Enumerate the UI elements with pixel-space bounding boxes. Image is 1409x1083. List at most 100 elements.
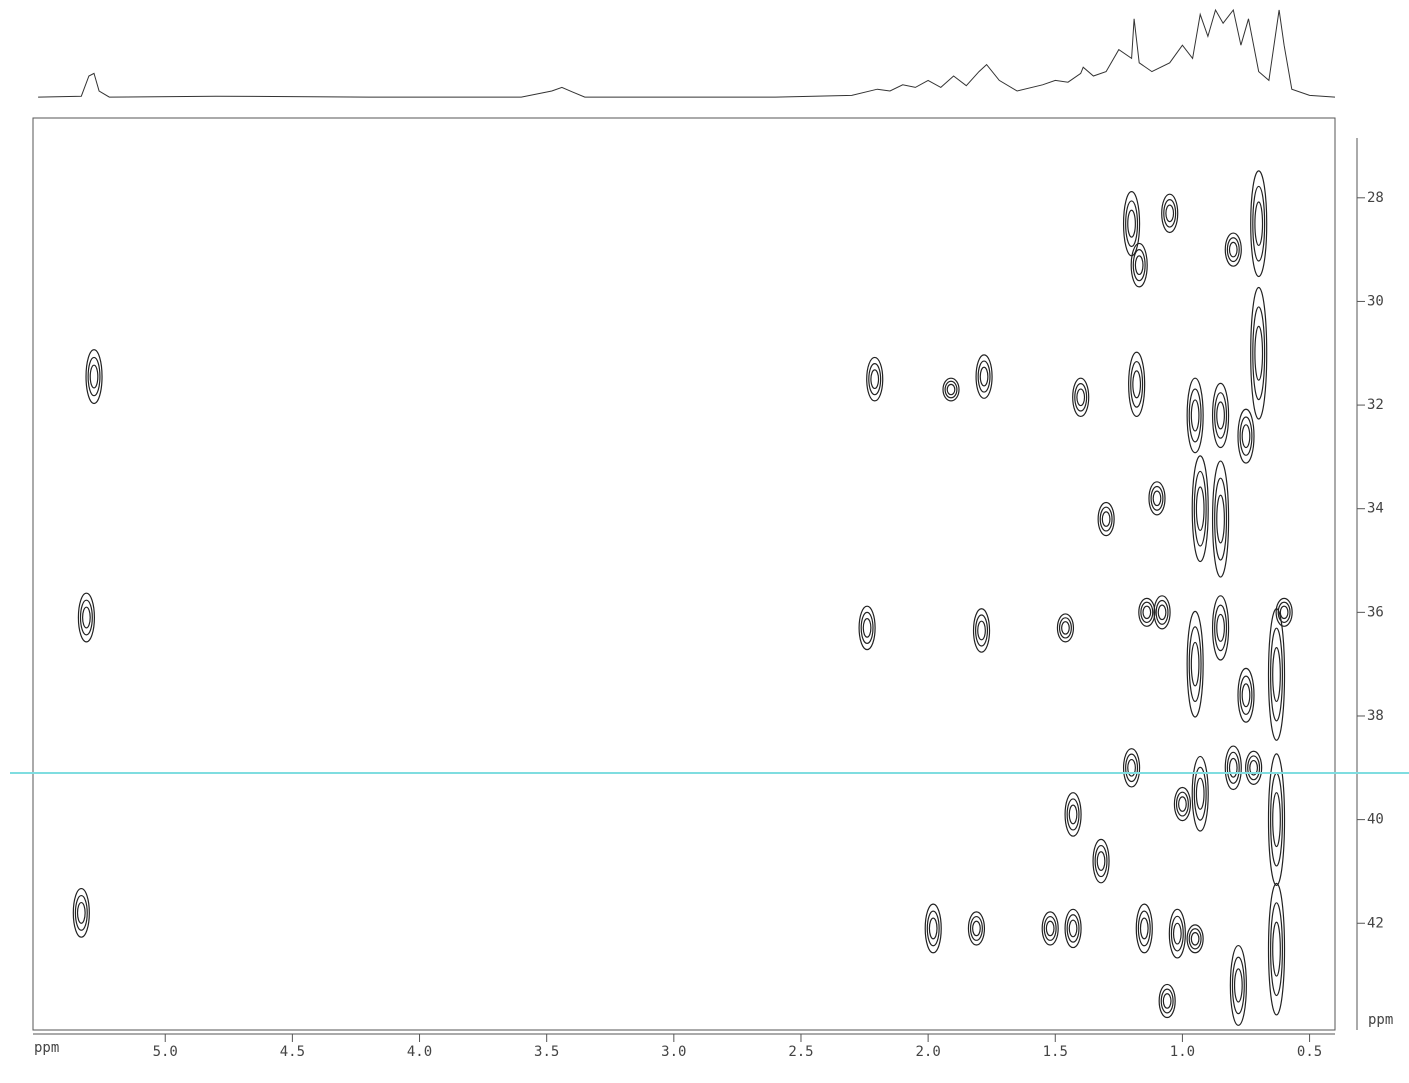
contour-level	[1101, 511, 1111, 527]
projection-trace	[38, 8, 1336, 98]
y-tick-label: 30	[1367, 293, 1384, 309]
contour-level	[76, 901, 86, 924]
contour-level	[1125, 753, 1139, 783]
contour-level	[1165, 204, 1175, 223]
contour-level	[1188, 928, 1202, 950]
contour-level	[926, 910, 940, 947]
contour-level	[1122, 748, 1141, 788]
contour-level	[1186, 377, 1204, 454]
cross-peak	[1245, 750, 1263, 785]
contour-level	[928, 917, 938, 940]
contour-level	[1229, 944, 1247, 1026]
cross-peak	[1056, 613, 1075, 643]
contour-level	[1132, 249, 1146, 282]
cross-peak	[1267, 608, 1286, 741]
contour-level	[977, 620, 986, 641]
cross-peak	[1191, 455, 1209, 563]
cross-peak	[1168, 908, 1186, 959]
x-tick-label: 2.0	[915, 1044, 940, 1060]
cross-peak	[1130, 242, 1148, 288]
contour-level	[1245, 750, 1263, 785]
contour-level	[1168, 908, 1186, 959]
x-axis-label: ppm	[34, 1040, 59, 1056]
cross-peak	[72, 887, 90, 938]
contour-level	[1211, 382, 1230, 449]
contour-level	[1161, 193, 1179, 234]
contour-level	[72, 887, 90, 938]
contour-level	[85, 349, 103, 405]
cross-peak	[972, 608, 991, 653]
contour-level	[1239, 675, 1253, 715]
contour-level	[1096, 851, 1106, 871]
cross-peak	[1158, 983, 1176, 1019]
cross-peak	[1211, 460, 1230, 578]
contour-level	[1250, 286, 1268, 420]
contour-level	[1226, 237, 1240, 263]
y-tick-label: 36	[1367, 604, 1384, 620]
contour-level	[1275, 597, 1293, 627]
contour-level	[924, 903, 942, 954]
contour-level	[87, 356, 101, 397]
contour-level	[1186, 610, 1204, 718]
contour-level	[1211, 460, 1230, 578]
cross-peak	[967, 911, 986, 946]
contour-level	[1224, 232, 1242, 267]
contour-level	[1150, 485, 1164, 511]
contour-level	[1247, 755, 1261, 781]
x-tick-label: 4.5	[280, 1044, 305, 1060]
contour-level	[1188, 626, 1202, 703]
cross-peak	[1122, 748, 1141, 788]
contour-level	[1175, 791, 1189, 817]
contour-level	[1239, 416, 1253, 456]
cross-peak	[924, 903, 942, 954]
contour-level	[860, 611, 874, 645]
contour-level	[969, 915, 983, 941]
contour-level	[1270, 902, 1284, 997]
cross-peak	[1186, 610, 1204, 718]
contour-level	[977, 360, 991, 393]
contour-level	[1214, 477, 1228, 561]
contour-level	[967, 911, 986, 946]
contour-level	[1250, 170, 1268, 278]
contour-level	[1254, 325, 1264, 381]
contour-level	[1094, 844, 1108, 878]
contour-level	[1270, 627, 1284, 722]
contour-level	[1127, 209, 1136, 238]
cross-peak	[1092, 838, 1110, 884]
contour-level	[1066, 914, 1080, 943]
contour-level	[862, 618, 872, 638]
contour-level	[1190, 399, 1200, 432]
contour-level	[979, 366, 989, 387]
cross-peak	[1229, 944, 1247, 1026]
contour-level	[1216, 613, 1225, 642]
contour-level	[1216, 401, 1225, 430]
contour-level	[1076, 388, 1086, 407]
contour-level	[946, 383, 956, 396]
contour-level	[1127, 758, 1136, 777]
x-tick-label: 5.0	[153, 1044, 178, 1060]
contour-level	[1061, 621, 1070, 635]
contour-level	[1191, 755, 1209, 832]
contour-level	[975, 614, 989, 647]
cross-peak	[1148, 481, 1166, 516]
contour-level	[1267, 882, 1286, 1016]
contour-level	[1125, 200, 1139, 248]
contour-level	[1058, 617, 1072, 639]
cross-peak	[85, 349, 103, 405]
cross-peak	[1237, 408, 1255, 464]
cross-peak	[1153, 595, 1171, 630]
contour-level	[1231, 956, 1245, 1015]
contour-level	[1138, 597, 1156, 627]
cross-peak	[1237, 667, 1255, 723]
cross-peak	[1267, 753, 1286, 886]
contour-level	[1064, 908, 1082, 949]
cross-peak	[858, 605, 876, 651]
contour-level	[1191, 455, 1209, 563]
contour-level	[1135, 903, 1153, 954]
contour-level	[1214, 392, 1228, 439]
contour-level	[972, 920, 981, 937]
contour-level	[1216, 494, 1225, 544]
contour-level	[1241, 424, 1251, 449]
contour-level	[1193, 766, 1207, 821]
cross-peak	[1250, 286, 1268, 420]
